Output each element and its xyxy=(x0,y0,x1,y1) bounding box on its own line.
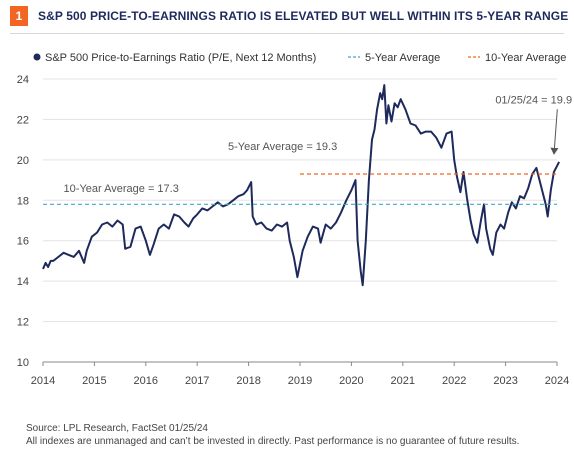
x-tick-label: 2019 xyxy=(288,375,312,387)
x-tick-label: 2016 xyxy=(134,375,158,387)
chart-title: S&P 500 PRICE-TO-EARNINGS RATIO IS ELEVA… xyxy=(38,9,569,23)
y-tick-label: 18 xyxy=(17,195,29,207)
pe-ratio-series-line xyxy=(42,84,560,287)
annotation-arrow xyxy=(550,109,559,155)
annotation-label: 10-Year Average = 17.3 xyxy=(64,183,179,195)
x-tick-label: 2020 xyxy=(339,375,363,387)
y-tick-label: 22 xyxy=(17,114,29,126)
x-tick-label: 2018 xyxy=(236,375,260,387)
x-tick-label: 2021 xyxy=(391,375,415,387)
x-tick-label: 2014 xyxy=(31,375,55,387)
header-divider xyxy=(10,33,564,34)
x-tick-label: 2022 xyxy=(442,375,466,387)
chart-footer: Source: LPL Research, FactSet 01/25/24 A… xyxy=(26,422,519,448)
y-tick-label: 16 xyxy=(17,236,29,248)
disclaimer-note: All indexes are unmanaged and can’t be i… xyxy=(26,436,520,447)
legend-marker xyxy=(33,53,41,61)
annotation-label: 5-Year Average = 19.3 xyxy=(228,141,337,153)
x-tick-label: 2024 xyxy=(545,375,569,387)
x-tick-label: 2017 xyxy=(185,375,209,387)
x-tick-label: 2023 xyxy=(493,375,517,387)
y-tick-label: 24 xyxy=(17,74,29,86)
y-tick-label: 14 xyxy=(17,276,29,288)
annotation-label: 01/25/24 = 19.9 xyxy=(495,94,572,106)
x-tick-label: 2015 xyxy=(82,375,106,387)
legend-entry-label: 5-Year Average xyxy=(365,52,440,64)
y-tick-label: 10 xyxy=(17,357,29,369)
y-tick-label: 20 xyxy=(17,155,29,167)
y-tick-label: 12 xyxy=(17,317,29,329)
legend-entry-label: 10-Year Average xyxy=(485,52,566,64)
figure-number-badge: 1 xyxy=(10,6,28,26)
source-note: Source: LPL Research, FactSet 01/25/24 xyxy=(26,423,208,434)
legend-entry-label: S&P 500 Price-to-Earnings Ratio (P/E, Ne… xyxy=(45,52,316,64)
chart-header: 1 S&P 500 PRICE-TO-EARNINGS RATIO IS ELE… xyxy=(10,6,568,26)
